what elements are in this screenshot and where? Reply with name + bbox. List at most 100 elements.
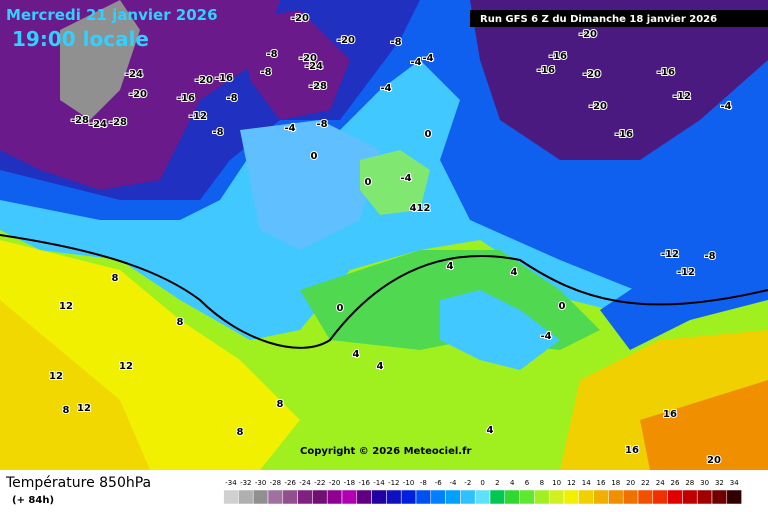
map-value-label: 0 xyxy=(311,151,318,162)
legend-label: 34 xyxy=(730,479,739,487)
legend-label: 26 xyxy=(671,479,680,487)
legend-swatch xyxy=(223,489,239,505)
legend-label: -32 xyxy=(240,479,251,487)
map-value-label: -20 xyxy=(579,29,597,40)
map-value-label: 8 xyxy=(237,427,244,438)
legend-label: 28 xyxy=(685,479,694,487)
legend-label: -14 xyxy=(373,479,385,487)
map-value-label: -8 xyxy=(260,67,271,78)
map-value-label: -16 xyxy=(215,73,233,84)
legend-label: -12 xyxy=(388,479,399,487)
legend-label: -6 xyxy=(435,479,443,487)
legend-label: 2 xyxy=(495,479,499,487)
legend-swatch xyxy=(652,489,668,505)
map-value-label: -16 xyxy=(657,67,675,78)
legend-label: 10 xyxy=(552,479,561,487)
map-value-label: -4 xyxy=(380,83,391,94)
map-value-label: -12 xyxy=(661,249,679,260)
legend-label: -34 xyxy=(225,479,237,487)
map-value-label: 412 xyxy=(410,203,431,214)
legend-swatch xyxy=(297,489,313,505)
map-value-label: -24 xyxy=(89,119,107,130)
map-value-label: -28 xyxy=(109,117,127,128)
map-value-label: -4 xyxy=(400,173,411,184)
legend-swatch xyxy=(341,489,358,505)
legend-swatch xyxy=(356,489,372,505)
map-value-label: -4 xyxy=(284,123,295,134)
legend-label: 18 xyxy=(611,479,620,487)
map-value-label: 16 xyxy=(625,445,639,456)
legend-swatch xyxy=(534,489,550,505)
map-value-label: -24 xyxy=(125,69,143,80)
legend: -34 -32 -30 -28 -26 -24 -22 -20 -18 -16 -14 -12 -10-… xyxy=(223,479,742,505)
map-value-label: 16 xyxy=(663,409,677,420)
legend-swatch xyxy=(238,489,254,505)
legend-swatch xyxy=(608,489,624,505)
legend-swatch xyxy=(548,489,565,505)
footer-title: Température 850hPa xyxy=(5,475,151,491)
map-value-label: 12 xyxy=(49,371,63,382)
map-value-label: -20 xyxy=(291,13,309,24)
legend-swatch xyxy=(460,489,476,505)
legend-swatch xyxy=(445,489,461,505)
legend-label: 16 xyxy=(597,479,606,487)
legend-swatch xyxy=(474,489,491,505)
map-value-label: 4 xyxy=(377,361,384,372)
legend-label: 30 xyxy=(700,479,709,487)
run-box xyxy=(470,10,768,27)
map-value-label: -8 xyxy=(316,119,327,130)
legend-swatch xyxy=(371,489,387,505)
legend-swatch xyxy=(563,489,580,505)
map-value-label: -28 xyxy=(71,115,89,126)
legend-swatch xyxy=(622,489,639,505)
legend-label: 24 xyxy=(656,479,665,487)
map-value-label: -12 xyxy=(673,91,691,102)
map-value-label: -20 xyxy=(195,75,213,86)
legend-swatch xyxy=(519,489,535,505)
legend-swatch xyxy=(282,489,298,505)
legend-label: -8 xyxy=(420,479,427,487)
map-value-label: 4 xyxy=(447,261,454,272)
legend-swatch xyxy=(430,489,446,505)
map-value-label: -8 xyxy=(390,37,401,48)
map-value-label: -20 xyxy=(337,35,355,46)
map-value-label: 4 xyxy=(487,425,494,436)
legend-swatch xyxy=(415,489,432,505)
map-value-label: -4 xyxy=(422,53,433,64)
legend-swatch xyxy=(386,489,402,505)
legend-label: -16 xyxy=(358,479,370,487)
legend-label: 14 xyxy=(582,479,591,487)
map-value-label: -20 xyxy=(589,101,607,112)
map-value-label: -12 xyxy=(677,267,695,278)
legend-label: 8 xyxy=(540,479,544,487)
legend-swatch xyxy=(504,489,520,505)
map-value-label: 8 xyxy=(63,405,70,416)
map-value-label: 0 xyxy=(559,301,566,312)
map-value-label: 12 xyxy=(119,361,133,372)
footer-lead: (+ 84h) xyxy=(12,495,54,506)
legend-label: 20 xyxy=(626,479,635,487)
map-value-label: 0 xyxy=(337,303,344,314)
legend-swatch xyxy=(267,489,284,505)
legend-label: -4 xyxy=(450,479,458,487)
map-value-label: -20 xyxy=(129,89,147,100)
map-value-label: 12 xyxy=(59,301,73,312)
legend-swatch xyxy=(711,489,728,505)
legend-swatch xyxy=(682,489,698,505)
run: Run GFS 6 Z du Dimanche 18 janvier 2026 xyxy=(480,14,717,25)
map-value-label: 4 xyxy=(511,267,518,278)
copyright: Copyright © 2026 Meteociel.fr xyxy=(300,446,471,457)
legend-swatch xyxy=(696,489,713,505)
map-value-label: 8 xyxy=(112,273,119,284)
map-value-label: -24 xyxy=(305,61,323,72)
legend-swatch xyxy=(312,489,328,505)
map-value-label: -20 xyxy=(583,69,601,80)
legend-label: 12 xyxy=(567,479,576,487)
map-value-label: -16 xyxy=(549,51,567,62)
map-value-label: -16 xyxy=(177,93,195,104)
map-value-label: -8 xyxy=(226,93,237,104)
map-labels: -28 -24 -28-20-20-20-24-28-8-8-8-4 -4-24-20… xyxy=(48,12,733,467)
legend-swatch xyxy=(726,489,742,505)
legend-swatch xyxy=(489,489,506,505)
